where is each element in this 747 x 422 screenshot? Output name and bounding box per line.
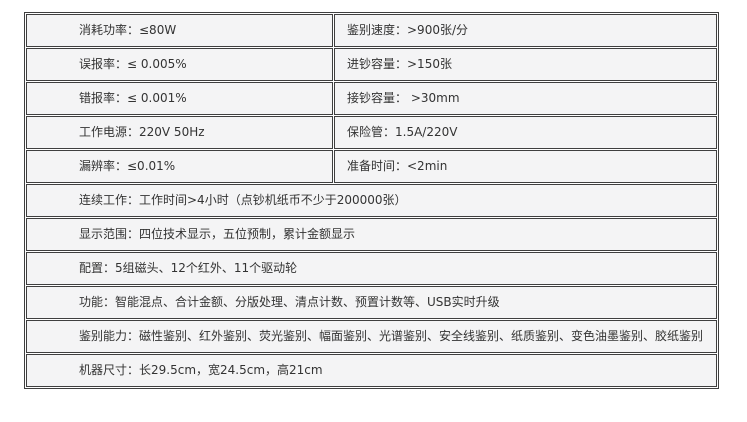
spec-cell-display-range: 显示范围：四位技术显示，五位预制，累计金额显示 bbox=[26, 218, 717, 251]
spec-cell-ready-time: 准备时间：<2min bbox=[334, 150, 717, 183]
spec-cell-functions: 功能：智能混点、合计金额、分版处理、清点计数、预置计数等、USB实时升级 bbox=[26, 286, 717, 319]
spec-row: 鉴别能力：磁性鉴别、红外鉴别、荧光鉴别、幅面鉴别、光谱鉴别、安全线鉴别、纸质鉴别… bbox=[26, 320, 717, 353]
spec-cell-configuration: 配置：5组磁头、12个红外、11个驱动轮 bbox=[26, 252, 717, 285]
spec-cell-power-consumption: 消耗功率：≤80W bbox=[26, 14, 333, 47]
spec-cell-power-supply: 工作电源：220V 50Hz bbox=[26, 116, 333, 149]
spec-cell-fuse: 保险管：1.5A/220V bbox=[334, 116, 717, 149]
spec-row: 误报率：≤ 0.005% 进钞容量：>150张 bbox=[26, 48, 717, 81]
spec-row: 消耗功率：≤80W 鉴别速度：>900张/分 bbox=[26, 14, 717, 47]
spec-cell-error-rate: 错报率：≤ 0.001% bbox=[26, 82, 333, 115]
spec-cell-machine-size: 机器尺寸：长29.5cm，宽24.5cm，高21cm bbox=[26, 354, 717, 387]
spec-cell-false-alarm-rate: 误报率：≤ 0.005% bbox=[26, 48, 333, 81]
spec-cell-stack-capacity: 接钞容量： >30mm bbox=[334, 82, 717, 115]
spec-cell-continuous-work: 连续工作：工作时间>4小时（点钞机纸币不少于200000张） bbox=[26, 184, 717, 217]
spec-cell-feed-capacity: 进钞容量：>150张 bbox=[334, 48, 717, 81]
spec-row: 配置：5组磁头、12个红外、11个驱动轮 bbox=[26, 252, 717, 285]
spec-row: 显示范围：四位技术显示，五位预制，累计金额显示 bbox=[26, 218, 717, 251]
spec-row: 工作电源：220V 50Hz 保险管：1.5A/220V bbox=[26, 116, 717, 149]
spec-cell-detect-speed: 鉴别速度：>900张/分 bbox=[334, 14, 717, 47]
spec-cell-miss-rate: 漏辨率：≤0.01% bbox=[26, 150, 333, 183]
spec-row: 连续工作：工作时间>4小时（点钞机纸币不少于200000张） bbox=[26, 184, 717, 217]
spec-row: 机器尺寸：长29.5cm，宽24.5cm，高21cm bbox=[26, 354, 717, 387]
spec-table: 消耗功率：≤80W 鉴别速度：>900张/分 误报率：≤ 0.005% 进钞容量… bbox=[24, 12, 719, 389]
spec-row: 漏辨率：≤0.01% 准备时间：<2min bbox=[26, 150, 717, 183]
spec-row: 功能：智能混点、合计金额、分版处理、清点计数、预置计数等、USB实时升级 bbox=[26, 286, 717, 319]
spec-row: 错报率：≤ 0.001% 接钞容量： >30mm bbox=[26, 82, 717, 115]
spec-cell-detect-ability: 鉴别能力：磁性鉴别、红外鉴别、荧光鉴别、幅面鉴别、光谱鉴别、安全线鉴别、纸质鉴别… bbox=[26, 320, 717, 353]
